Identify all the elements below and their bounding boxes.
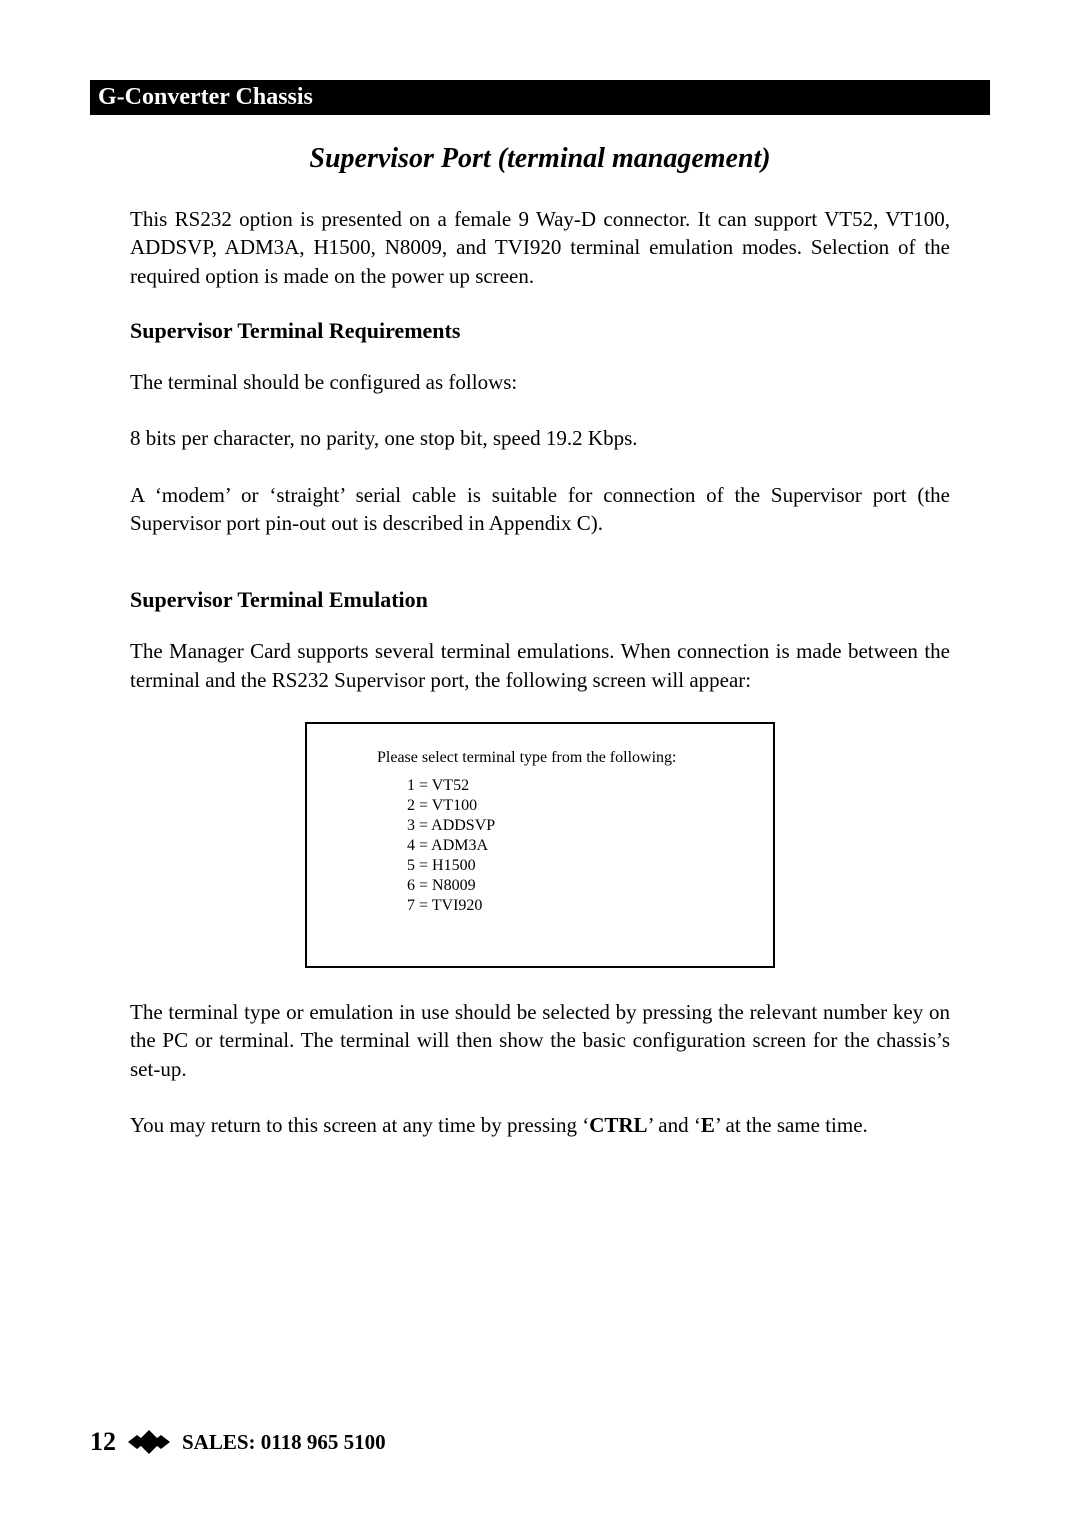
terminal-option: 7 = TVI920 (407, 896, 753, 916)
emulation-p3: You may return to this screen at any tim… (130, 1111, 950, 1139)
page-title: Supervisor Port (terminal management) (90, 143, 990, 175)
terminal-option: 2 = VT100 (407, 796, 753, 816)
header-bar: G-Converter Chassis (90, 80, 990, 115)
p3-post: ’ at the same time. (715, 1113, 868, 1137)
subheading-requirements: Supervisor Terminal Requirements (130, 318, 950, 344)
p3-mid: ’ and ‘ (648, 1113, 701, 1137)
requirements-p2: 8 bits per character, no parity, one sto… (130, 424, 950, 452)
page-number: 12 (90, 1427, 116, 1457)
terminal-option: 3 = ADDSVP (407, 816, 753, 836)
key-ctrl: CTRL (589, 1113, 647, 1137)
emulation-p1: The Manager Card supports several termin… (130, 637, 950, 694)
terminal-screen-box: Please select terminal type from the fol… (305, 722, 775, 968)
terminal-option: 1 = VT52 (407, 776, 753, 796)
terminal-options: 1 = VT52 2 = VT100 3 = ADDSVP 4 = ADM3A … (407, 776, 753, 916)
diamond-logo-icon (126, 1426, 172, 1458)
terminal-option: 4 = ADM3A (407, 836, 753, 856)
document-page: G-Converter Chassis Supervisor Port (ter… (0, 0, 1080, 1528)
page-footer: 12 SALES: 0118 965 5100 (90, 1426, 386, 1458)
terminal-option: 6 = N8009 (407, 876, 753, 896)
subheading-emulation: Supervisor Terminal Emulation (130, 587, 950, 613)
requirements-p3: A ‘modem’ or ‘straight’ serial cable is … (130, 481, 950, 538)
footer-sales-text: SALES: 0118 965 5100 (182, 1430, 386, 1455)
p3-pre: You may return to this screen at any tim… (130, 1113, 589, 1137)
key-e: E (701, 1113, 715, 1137)
terminal-prompt: Please select terminal type from the fol… (377, 748, 753, 768)
intro-paragraph: This RS232 option is presented on a fema… (130, 205, 950, 290)
header-title: G-Converter Chassis (98, 84, 313, 110)
emulation-p2: The terminal type or emulation in use sh… (130, 998, 950, 1083)
requirements-p1: The terminal should be configured as fol… (130, 368, 950, 396)
terminal-option: 5 = H1500 (407, 856, 753, 876)
